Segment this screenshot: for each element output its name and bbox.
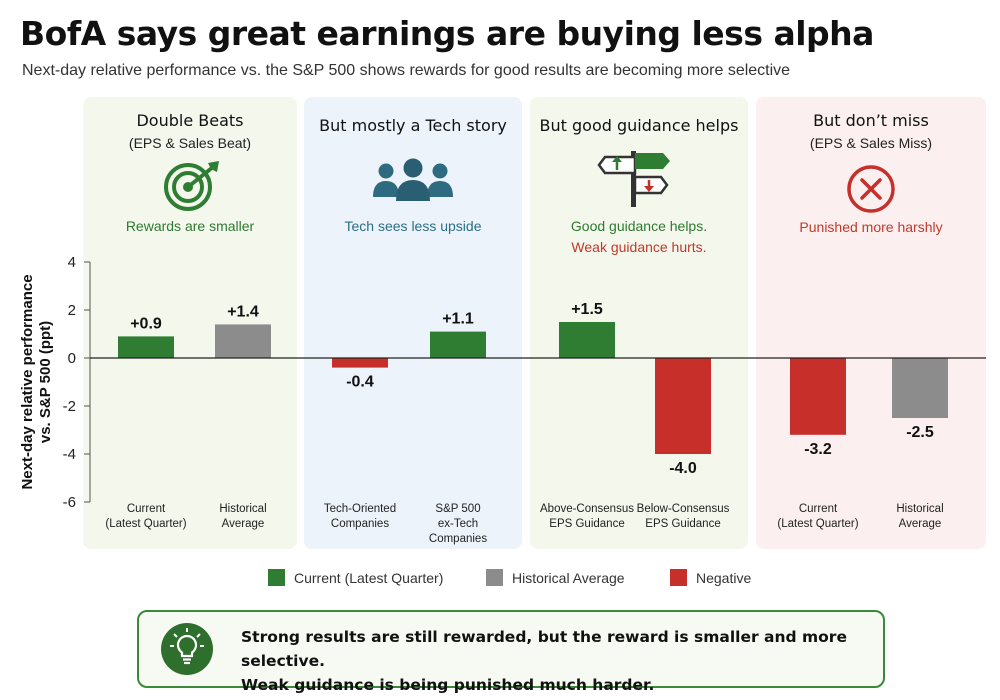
data-label: +1.1: [442, 311, 474, 328]
x-circle-icon: [847, 165, 895, 213]
bar: [790, 358, 846, 435]
data-label: -4.0: [669, 460, 697, 477]
data-label: +1.5: [571, 301, 603, 318]
panel-note: Weak guidance hurts.: [571, 239, 707, 255]
category-label: Historical Average: [219, 503, 266, 530]
category-label: Current (Latest Quarter): [105, 503, 186, 530]
category-label: Below-Consensus EPS Guidance: [637, 503, 730, 530]
panel-title: But mostly a Tech story: [319, 116, 507, 135]
legend-swatch: [486, 569, 503, 586]
legend-item-current: Current (Latest Quarter): [268, 569, 443, 586]
bar-chart: 4 2 0 -2 -4 -6 Next-day relative performancevs…: [19, 254, 986, 545]
data-label: -0.4: [346, 374, 374, 391]
y-tick-label: -6: [63, 494, 76, 511]
category-label: Above-Consensus EPS Guidance: [540, 503, 634, 530]
lightbulb-badge: [161, 623, 213, 675]
panel-title: But don’t miss: [813, 111, 929, 130]
category-label: Tech-Oriented Companies: [324, 503, 396, 530]
legend-label: Negative: [696, 569, 752, 586]
lightbulb-icon: [170, 628, 204, 665]
panel-note: Good guidance helps.: [570, 218, 708, 234]
y-axis-label: Next-day relative performancevs. S&P 500…: [19, 274, 54, 489]
y-tick-label: -4: [63, 446, 76, 463]
bar: [892, 358, 948, 418]
callout-line: Strong results are still rewarded, but t…: [241, 628, 847, 670]
legend-swatch: [268, 569, 285, 586]
panel-subtitle: (EPS & Sales Beat): [128, 135, 252, 151]
page-subtitle: Next-day relative performance vs. the S&…: [22, 62, 791, 79]
category-label: Historical Average: [896, 503, 943, 530]
callout-line: Weak guidance is being punished much har…: [241, 676, 655, 694]
bar: [118, 336, 174, 358]
category-label: S&P 500 ex-Tech Companies: [429, 503, 487, 545]
panel-miss: But don’t miss (EPS & Sales Miss) Punish…: [756, 97, 986, 549]
bar: [559, 322, 615, 358]
legend-label: Current (Latest Quarter): [294, 569, 444, 586]
people-group-icon: [373, 158, 453, 201]
y-tick-label: -2: [63, 398, 76, 415]
panel-title: Double Beats: [136, 111, 244, 130]
bar: [655, 358, 711, 454]
data-label: -2.5: [906, 424, 934, 441]
legend-swatch: [670, 569, 687, 586]
target-arrow-icon: [164, 161, 219, 211]
panel-note: Rewards are smaller: [125, 218, 255, 234]
y-tick-label: 2: [68, 302, 76, 319]
panel-title: But good guidance helps: [539, 116, 739, 135]
data-label: -3.2: [804, 441, 832, 458]
panel-tech-story: But mostly a Tech story Tech sees less u…: [304, 97, 522, 549]
callout-text: Strong results are still rewarded, but t…: [241, 625, 883, 697]
data-label: +1.4: [227, 303, 259, 320]
category-label: Current (Latest Quarter): [777, 503, 858, 530]
panel-note: Punished more harshly: [799, 219, 943, 235]
panel-double-beats: Double Beats (EPS & Sales Beat) Rewards …: [83, 97, 297, 549]
legend-item-historical: Historical Average: [486, 569, 625, 586]
bar: [430, 331, 486, 358]
data-label: +0.9: [130, 315, 162, 332]
takeaway-callout: Strong results are still rewarded, but t…: [137, 610, 885, 694]
bar: [332, 358, 388, 368]
bar: [215, 324, 271, 358]
panel-subtitle: (EPS & Sales Miss): [809, 135, 933, 151]
y-tick-label: 4: [68, 254, 76, 271]
legend-label: Historical Average: [512, 569, 625, 586]
page-title: BofA says great earnings are buying less…: [20, 14, 874, 53]
panel-note: Tech sees less upside: [344, 218, 482, 234]
signpost-icon: [597, 151, 670, 207]
y-tick-label: 0: [68, 350, 76, 367]
legend-item-negative: Negative: [670, 569, 751, 586]
